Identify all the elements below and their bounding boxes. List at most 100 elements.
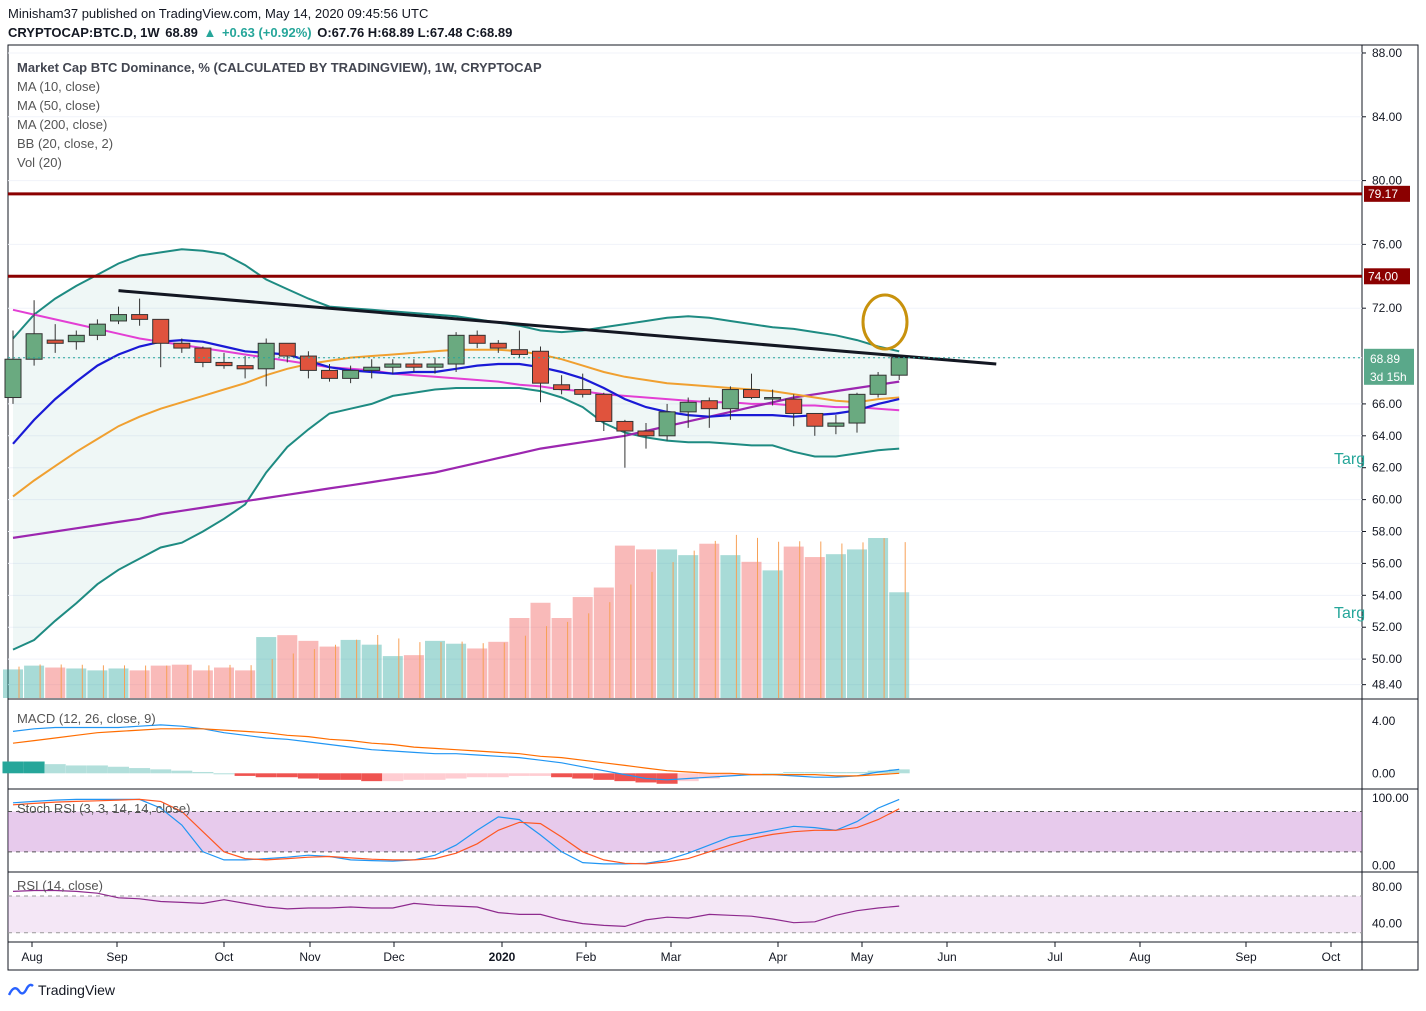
target-label: Targ	[1334, 451, 1365, 468]
candle-body	[131, 314, 149, 320]
legend-entry: MA (10, close)	[17, 79, 100, 94]
price-tick-label: 52.00	[1372, 620, 1402, 634]
volume-bar	[319, 646, 340, 698]
price-tick-label: 84.00	[1372, 110, 1402, 124]
time-tick-label: May	[851, 950, 874, 964]
tradingview-footer[interactable]: TradingView	[8, 982, 115, 998]
time-tick-label: Aug	[1129, 950, 1150, 964]
macd-histogram-bar	[23, 761, 45, 774]
macd-histogram-bar	[297, 773, 319, 779]
candle-body	[764, 397, 782, 400]
time-tick-label: Apr	[769, 950, 788, 964]
level-price-label: 79.17	[1368, 187, 1398, 201]
candle-body	[173, 342, 191, 349]
price-tick-label: 76.00	[1372, 237, 1402, 251]
macd-histogram-bar	[888, 769, 910, 774]
price-tick-label: 60.00	[1372, 493, 1402, 507]
candle-body	[321, 369, 338, 379]
symbol-info: CRYPTOCAP:BTC.D, 1W 68.89 ▲ +0.63 (+0.92…	[8, 25, 514, 40]
candle-body	[447, 334, 465, 365]
stoch-band-fill	[8, 811, 1362, 852]
level-price-label: 74.00	[1368, 269, 1398, 283]
candle-body	[510, 349, 528, 355]
rsi-band-fill	[8, 896, 1362, 933]
time-tick-label: Nov	[299, 950, 320, 964]
macd-histogram-bar	[150, 769, 172, 774]
price-tick-label: 54.00	[1372, 588, 1402, 602]
volume-bar	[847, 549, 867, 698]
volume-bar	[720, 555, 741, 698]
volume-bar	[509, 618, 530, 698]
candle-body	[637, 430, 655, 437]
macd-histogram-bar	[530, 773, 551, 776]
macd-histogram-bar	[783, 771, 805, 774]
volume-bar	[425, 640, 445, 698]
macd-histogram-bar	[656, 773, 678, 784]
macd-histogram-bar	[234, 773, 256, 776]
macd-histogram-bar	[361, 773, 383, 782]
stoch-tick-label: 0.00	[1372, 858, 1396, 872]
candle-body	[110, 314, 127, 322]
candle-body	[4, 358, 22, 399]
candle-body	[869, 374, 887, 395]
macd-histogram-bar	[129, 768, 151, 774]
ohlc-values: O:67.76 H:68.89 L:67.48 C:68.89	[317, 25, 513, 40]
macd-histogram-bar	[276, 773, 298, 778]
time-tick-label: Jun	[937, 950, 956, 964]
candle-body	[384, 363, 402, 368]
tradingview-logo-icon	[8, 983, 34, 996]
volume-bar	[762, 570, 783, 698]
rsi-tick-label: 80.00	[1372, 880, 1402, 894]
volume-bar	[593, 587, 614, 698]
volume-bar	[66, 668, 87, 698]
candle-body	[152, 318, 170, 344]
macd-histogram-bar	[846, 771, 868, 774]
volume-bar	[171, 664, 192, 698]
macd-histogram-bar	[424, 773, 446, 780]
legend-entry: MA (50, close)	[17, 98, 100, 113]
candle-body	[299, 355, 317, 371]
macd-histogram-bar	[762, 773, 784, 775]
time-tick-label: Aug	[21, 950, 42, 964]
symbol-name[interactable]: CRYPTOCAP:BTC.D, 1W	[8, 25, 160, 40]
price-tick-label: 58.00	[1372, 525, 1402, 539]
candle-body	[806, 412, 824, 427]
legend-title: Market Cap BTC Dominance, % (CALCULATED …	[17, 60, 542, 75]
level-price-tag	[1364, 185, 1410, 202]
volume-bar	[678, 555, 699, 698]
macd-histogram-bar	[86, 765, 108, 774]
volume-bar	[868, 538, 889, 698]
candle-body	[700, 400, 718, 410]
volume-bar	[256, 637, 277, 698]
macd-tick-label: 4.00	[1372, 714, 1396, 728]
volume-bar	[24, 665, 45, 698]
volume-bar	[783, 546, 804, 698]
macd-histogram-bar	[171, 770, 193, 774]
macd-histogram-bar	[593, 773, 615, 780]
candle-body	[194, 347, 212, 363]
candle-body	[721, 389, 739, 410]
macd-histogram-bar	[255, 773, 277, 778]
macd-histogram-bar	[445, 773, 467, 779]
chart-frame	[7, 44, 1419, 971]
price-tick-label: 72.00	[1372, 301, 1402, 315]
trendline	[118, 289, 997, 366]
macd-histogram-bar	[698, 773, 720, 779]
price-tick-label: 66.00	[1372, 397, 1402, 411]
candle-body	[215, 361, 233, 367]
candle-body	[890, 357, 908, 376]
volume-bar	[741, 561, 762, 698]
macd-histogram-bar	[44, 764, 66, 774]
candle-body	[679, 401, 697, 413]
bollinger-upper-line	[12, 248, 900, 353]
candle-body	[88, 323, 106, 336]
volume-bar	[657, 549, 678, 698]
time-tick-label: 2020	[489, 950, 516, 964]
macd-histogram-bar	[487, 773, 509, 778]
legend-entry: Vol (20)	[17, 155, 62, 170]
legend-entry: MA (200, close)	[17, 117, 107, 132]
time-tick-label: Feb	[576, 950, 597, 964]
candle-body	[574, 389, 592, 395]
macd-histogram-bar	[2, 761, 24, 774]
